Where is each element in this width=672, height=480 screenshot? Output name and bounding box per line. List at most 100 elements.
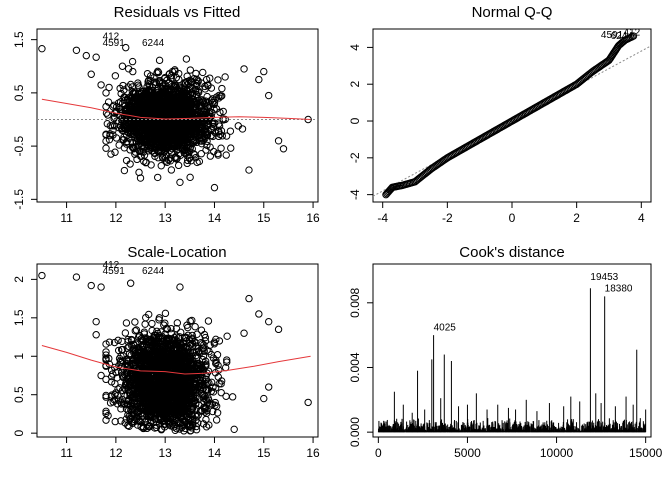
residual-point [132,409,141,417]
residual-point [188,402,197,410]
residual-point [112,103,121,111]
y-tick-label: 1 [12,353,26,360]
residual-point [124,382,132,391]
plot-frame [36,263,319,438]
outlier-point [102,89,110,97]
residual-point [142,158,150,167]
residual-point [102,393,110,401]
x-tick-label: 12 [109,211,123,225]
residual-point [173,133,181,142]
residual-point [238,125,247,133]
residual-point [191,323,199,331]
residual-point [163,349,172,358]
residual-point [142,313,150,322]
residual-point [161,85,169,93]
residual-point [128,336,136,345]
residual-point [124,65,133,73]
outlier-point [97,371,105,380]
residual-point [202,131,211,139]
residual-point [102,355,110,363]
outlier-point [176,283,184,291]
residual-point [167,341,175,350]
residual-point [131,327,139,335]
residual-point [192,342,200,350]
residual-point [213,409,222,417]
y-tick-label: 0.5 [12,84,26,101]
residual-point [110,338,119,347]
residual-point [180,149,188,157]
residual-point [184,135,192,143]
residual-point [197,137,206,145]
residual-point [193,361,201,370]
residual-point [154,124,162,132]
residual-point [135,416,143,424]
residual-point [167,71,176,80]
residual-point [167,166,176,174]
residual-point [155,316,163,324]
residual-point [167,324,175,333]
residual-point [204,317,213,325]
residual-point [176,125,184,133]
residual-point [176,353,184,361]
x-tick-label: 15 [257,446,271,460]
residual-point [185,335,194,344]
residual-point [171,137,180,145]
residual-point [161,319,169,327]
residual-point [192,354,200,363]
residual-point [126,160,134,168]
residual-point [200,347,208,355]
residual-point [158,106,167,115]
residual-point [208,407,217,416]
residual-point [182,137,190,145]
residual-point [120,86,128,94]
residual-point [154,97,163,106]
residual-point [160,75,169,83]
residual-point [117,352,125,360]
residual-point [193,330,201,338]
outlier-point [107,150,115,158]
residual-point [185,93,193,102]
residual-point [175,69,183,78]
residual-point [165,79,174,87]
residual-point [111,417,119,426]
residual-point [155,56,164,65]
residual-point [105,83,113,92]
residual-point [177,143,185,151]
residual-point [195,88,203,97]
outlier-point [265,91,273,100]
outlier-point [97,81,105,89]
outlier-point [245,166,253,174]
residual-point [172,324,181,333]
residual-point [124,337,132,346]
y-tick-label: 0 [348,117,362,124]
panel-title: Scale-Location [127,244,226,261]
outlier-point [210,183,219,192]
residual-point [223,358,231,366]
residual-point [106,131,114,140]
residual-point [111,148,119,156]
outlier-point [92,317,100,326]
outlier-point [255,310,263,318]
residual-point [128,419,137,427]
residual-point [135,348,143,357]
residual-point [191,151,199,159]
data-marks [373,32,651,199]
residual-point [191,121,199,130]
residual-point [168,144,176,153]
residual-point [132,356,140,364]
y-tick-label: 0.008 [348,287,362,317]
residual-point [158,372,166,381]
y-tick-label: 2 [12,276,26,283]
outlier-point [136,174,145,182]
observation-label: 4591 [103,38,126,49]
residual-point [152,391,160,400]
panel-title: Cook's distance [459,244,564,261]
residual-point [136,375,144,384]
residual-point [118,363,126,371]
residual-point [166,157,175,165]
residual-point [131,103,140,112]
y-tick-label: 2 [348,81,362,88]
residual-point [102,340,110,348]
residual-point [153,350,162,358]
